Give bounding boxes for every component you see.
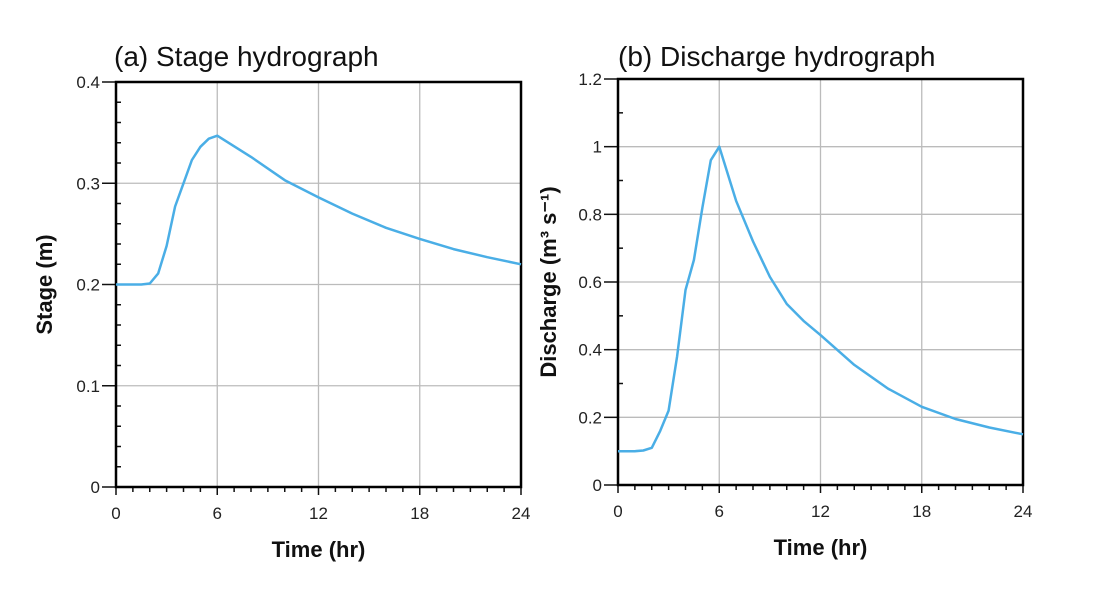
x-tick-label: 18	[410, 504, 429, 523]
y-tick-label: 0	[593, 476, 602, 495]
y-tick-label: 0.2	[578, 408, 602, 427]
x-tick-label: 24	[512, 504, 531, 523]
y-tick-label: 1	[593, 138, 602, 157]
y-axis-label: Discharge (m³ s⁻¹)	[536, 186, 561, 377]
y-tick-label: 0.3	[76, 174, 100, 193]
y-tick-label: 0.8	[578, 205, 602, 224]
y-tick-label: 1.2	[578, 70, 602, 89]
x-tick-label: 0	[613, 502, 622, 521]
panel-discharge: 0 6 12 18 24 0 0.2 0.4 0.6 0.8 1 1.2 (b) Discharge h…	[536, 41, 1032, 560]
x-tick-label: 0	[111, 504, 120, 523]
y-tick-label: 0.4	[578, 341, 602, 360]
x-tick-label: 12	[811, 502, 830, 521]
x-axis-label: Time (hr)	[774, 535, 868, 560]
y-axis-label: Stage (m)	[32, 234, 57, 334]
series-line	[618, 145, 1024, 453]
y-tick-label: 0.1	[76, 377, 100, 396]
x-tick-label: 12	[309, 504, 328, 523]
plot-frame	[616, 77, 1025, 487]
chart-title: (b) Discharge hydrograph	[618, 41, 936, 72]
chart-title: (a) Stage hydrograph	[114, 41, 379, 72]
y-tick-label: 0	[91, 478, 100, 497]
y-tick-label: 0.6	[578, 273, 602, 292]
panel-stage: 0 6 12 18 24 0 0.1 0.2 0.3 0.4 (a) Stage hydrograp…	[32, 41, 530, 562]
series-line	[116, 134, 522, 286]
x-tick-label: 24	[1014, 502, 1033, 521]
x-tick-label: 6	[715, 502, 724, 521]
x-tick-label: 18	[912, 502, 931, 521]
y-tick-label: 0.2	[76, 276, 100, 295]
x-tick-label: 6	[213, 504, 222, 523]
x-axis-label: Time (hr)	[272, 537, 366, 562]
y-tick-label: 0.4	[76, 73, 100, 92]
